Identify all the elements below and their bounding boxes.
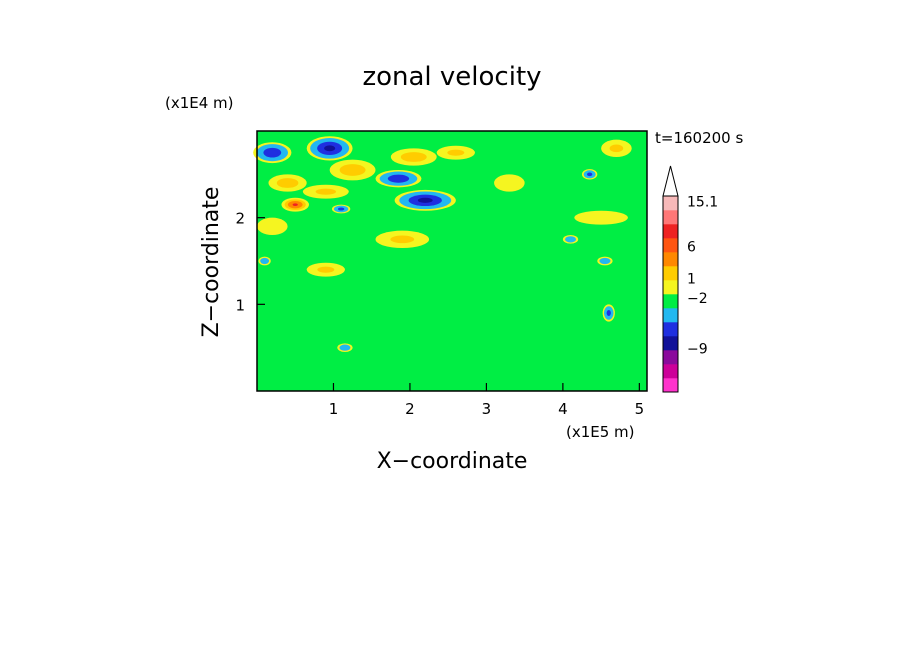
y-tick-label-1: 1 xyxy=(235,296,245,314)
colorbar-band-11 xyxy=(663,238,678,253)
colorbar-band-3 xyxy=(663,350,678,365)
x-tick-label-2: 2 xyxy=(405,400,415,418)
colorbar-band-14 xyxy=(663,196,678,211)
field-contour-14-4 xyxy=(405,153,422,161)
colorbar-band-7 xyxy=(663,294,678,309)
colorbar-band-4 xyxy=(663,336,678,351)
plot-area xyxy=(253,130,648,392)
field-contour-3-6 xyxy=(417,197,433,203)
colorbar-band-8 xyxy=(663,280,678,295)
field-contour-13-4 xyxy=(344,166,361,174)
colorbar-label-3: 1 xyxy=(687,272,696,288)
y-unit-label: (x1E4 m) xyxy=(165,94,234,112)
y-axis-ticks: 12 xyxy=(235,210,265,314)
colorbar-label-4: −2 xyxy=(687,291,708,307)
colorbar-band-9 xyxy=(663,266,678,281)
field-contour-21-2 xyxy=(499,177,519,189)
field-contour-11-4 xyxy=(280,179,295,187)
field-contour-1-6 xyxy=(324,145,336,152)
x-tick-label-5: 5 xyxy=(635,400,645,418)
velocity-field xyxy=(253,136,632,352)
colorbar-label-1: 15.1 xyxy=(687,195,718,211)
colorbar-band-1 xyxy=(663,378,678,393)
x-axis-ticks: 1 2 3 4 5 xyxy=(329,383,644,418)
field-contour-7-3 xyxy=(601,259,609,263)
time-label: t=160200 s xyxy=(655,129,743,147)
y-axis-label: Z−coordinate xyxy=(199,187,224,338)
field-contour-2-5 xyxy=(391,176,406,182)
field-contour-18-2 xyxy=(262,221,282,232)
x-axis-label: X−coordinate xyxy=(377,449,528,474)
colorbar-band-6 xyxy=(663,308,678,323)
field-contour-5-4 xyxy=(586,172,593,177)
field-contour-4-4 xyxy=(337,207,345,211)
chart-title: zonal velocity xyxy=(362,62,541,92)
field-contour-12-3 xyxy=(315,188,337,195)
colorbar-label-5: −9 xyxy=(687,342,708,358)
field-contour-6-3 xyxy=(567,237,574,242)
field-contour-19-3 xyxy=(609,144,624,153)
field-contour-0-5 xyxy=(266,149,278,156)
field-contour-15-3 xyxy=(447,149,465,156)
x-tick-label-3: 3 xyxy=(482,400,492,418)
field-contour-17-3 xyxy=(317,266,335,273)
y-tick-label-2: 2 xyxy=(235,210,245,228)
x-tick-label-1: 1 xyxy=(329,400,339,418)
colorbar: 15.1 6 1 −2 −9 xyxy=(662,165,718,393)
colorbar-frame xyxy=(662,195,679,393)
x-unit-label: (x1E5 m) xyxy=(566,423,635,441)
x-tick-label-4: 4 xyxy=(558,400,568,418)
field-contour-20-2 xyxy=(584,213,618,222)
colorbar-label-2: 6 xyxy=(687,239,696,255)
colorbar-extend-arrow xyxy=(662,165,679,197)
field-contour-8-4 xyxy=(606,309,611,317)
colorbar-band-2 xyxy=(663,364,678,379)
field-contour-10-3 xyxy=(261,259,268,263)
colorbar-band-10 xyxy=(663,252,678,267)
colorbar-band-13 xyxy=(663,210,678,225)
plot-frame xyxy=(256,130,648,392)
colorbar-band-5 xyxy=(663,322,678,337)
colorbar-band-12 xyxy=(663,224,678,239)
field-contour-9-3 xyxy=(341,345,349,350)
field-contour-22-8 xyxy=(292,203,298,206)
field-contour-16-3 xyxy=(390,235,415,244)
